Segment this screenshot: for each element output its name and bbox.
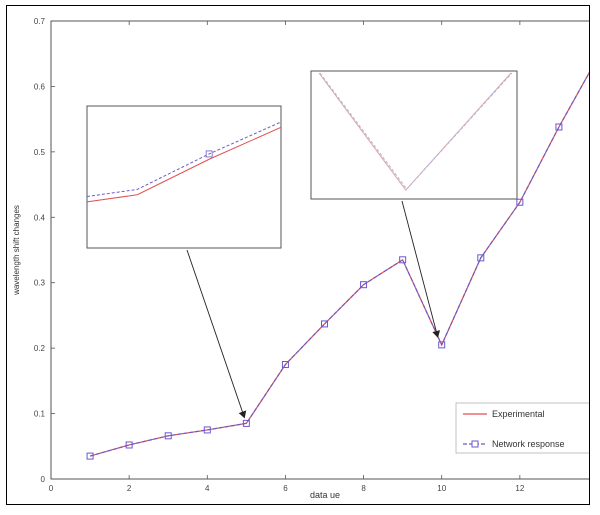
x-tick-label: 6 [283, 484, 288, 493]
data-point-network-response [360, 281, 368, 289]
x-tick-label: 4 [205, 484, 210, 493]
y-tick-label: 0.7 [34, 17, 46, 26]
y-tick-label: 0.2 [34, 344, 46, 353]
y-axis-label: wavelength shift changes [12, 205, 21, 296]
data-point-network-response [86, 452, 94, 460]
inset-line-experimental [86, 126, 282, 203]
inset-line-experimental [318, 72, 512, 191]
data-point-network-response [281, 361, 289, 368]
legend-box [455, 402, 597, 454]
data-point-network-response [164, 432, 172, 440]
legend-marker-network-response [471, 440, 479, 448]
series-line-network-response [89, 56, 599, 457]
inset-data-point [205, 150, 213, 158]
x-axis-label: data ue [310, 490, 340, 500]
data-point-network-response [203, 426, 211, 434]
figure-frame: 0246810121400.10.20.30.40.50.60.7 data u… [6, 5, 600, 505]
y-tick-label: 0.6 [34, 82, 46, 91]
inset-arrow-2 [401, 200, 441, 338]
x-tick-label: 10 [437, 484, 446, 493]
data-point-network-response [321, 320, 328, 328]
inset-frame [310, 70, 518, 200]
data-point-network-response [242, 419, 250, 427]
x-tick-label: 0 [49, 484, 54, 493]
y-tick-label: 0.3 [34, 279, 46, 288]
inset-frame [86, 105, 282, 249]
y-tick-label: 0.1 [34, 410, 46, 419]
x-tick-label: 12 [515, 484, 524, 493]
legend-label-network-response: Network response [492, 439, 565, 449]
data-point-network-response [399, 256, 407, 264]
inset-zoom-2 [310, 70, 518, 200]
inset-arrow-1 [186, 249, 247, 419]
y-tick-label: 0 [41, 475, 46, 484]
y-tick-label: 0.5 [34, 148, 46, 157]
data-point-network-response [125, 441, 133, 449]
legend: Experimental Network response [455, 402, 597, 454]
y-tick-label: 0.4 [34, 213, 46, 222]
legend-label-experimental: Experimental [492, 409, 545, 419]
data-point-network-response [555, 123, 563, 131]
inset-line-network-response [86, 121, 282, 198]
chart: 0246810121400.10.20.30.40.50.60.7 data u… [12, 17, 600, 500]
x-tick-label: 2 [127, 484, 132, 493]
data-point-network-response [438, 341, 446, 349]
inset-zoom-1 [86, 105, 282, 249]
x-tick-label: 8 [361, 484, 366, 493]
data-point-network-response [477, 254, 485, 262]
data-point-network-response [516, 198, 524, 206]
